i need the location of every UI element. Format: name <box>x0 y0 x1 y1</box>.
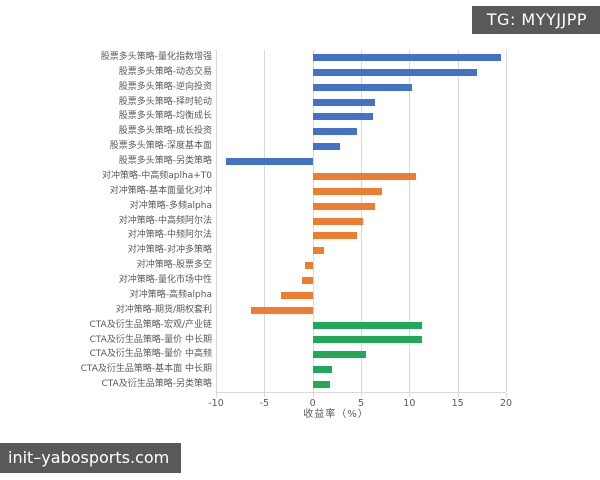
bar <box>312 366 332 374</box>
category-label: CTA及衍生品策略-宏观/产业链 <box>89 319 212 330</box>
bar <box>304 262 313 270</box>
category-label: 对冲策略-基本面量化对冲 <box>109 185 212 196</box>
category-label: 对冲策略-中高频阿尔法 <box>118 215 212 226</box>
x-tick-label-0: 0 <box>309 398 316 409</box>
bar <box>250 306 313 314</box>
x-tick-label-5: 5 <box>357 398 365 409</box>
axis-tick-x-5 <box>361 393 362 397</box>
bar <box>312 217 363 225</box>
bar <box>312 113 373 121</box>
category-label: 股票多头策略-另类策略 <box>118 156 212 167</box>
category-label-column: 股票多头策略-量化指数增强 股票多头策略-动态交易 股票多头策略-逆向投资 股票多头策… <box>0 50 212 392</box>
gridline-x--10 <box>216 50 217 392</box>
returns-bar-chart: 股票多头策略-量化指数增强 股票多头策略-动态交易 股票多头策略-逆向投资 股票多头策… <box>0 50 512 420</box>
bar <box>312 143 340 151</box>
gridline-x--5 <box>264 50 266 392</box>
tg-contact-badge: TG: MYYJJPP <box>471 6 600 34</box>
x-axis-title: 收益率（%） <box>303 409 369 420</box>
bar <box>312 381 331 389</box>
axis-tick-x-20 <box>506 393 507 397</box>
x-tick-label-15: 15 <box>451 398 464 409</box>
bar <box>312 336 422 344</box>
bar <box>312 68 477 76</box>
category-label: CTA及衍生品策略-量价 中高频 <box>89 349 212 360</box>
category-label: CTA及衍生品策略-基本面 中长期 <box>80 364 212 375</box>
category-label: 对冲策略-中高频aplha+T0 <box>102 170 212 181</box>
bar <box>312 53 502 61</box>
category-label: 股票多头策略-量化指数增强 <box>100 52 212 62</box>
x-tick-label--5: -5 <box>259 398 270 409</box>
category-label: 对冲策略-多频alpha <box>129 200 212 211</box>
axis-tick-x-0 <box>312 393 314 397</box>
axis-tick-x-10 <box>409 393 411 397</box>
bar <box>312 232 358 240</box>
bar <box>302 276 313 284</box>
bar <box>312 98 376 106</box>
category-label: 对冲策略-中频阿尔法 <box>127 230 212 241</box>
bar <box>225 158 313 166</box>
bar <box>312 202 375 210</box>
category-label: 股票多头策略-成长投资 <box>118 126 212 137</box>
bar <box>280 291 313 299</box>
category-label: 对冲策略-高频alpha <box>129 289 212 300</box>
category-label: 对冲策略-量化市场中性 <box>118 275 212 286</box>
category-label: CTA及衍生品策略-另类策略 <box>101 379 213 390</box>
bar <box>312 321 422 329</box>
site-watermark: init–yabosports.com <box>0 443 182 473</box>
category-label: 对冲策略-期货/期权套利 <box>115 304 212 315</box>
category-label: 股票多头策略-择时轮动 <box>118 96 212 107</box>
x-tick-label-20: 20 <box>499 398 513 409</box>
axis-tick-x-15 <box>457 393 459 397</box>
bar <box>312 187 383 195</box>
axis-tick-x--10 <box>216 393 217 397</box>
category-label: 股票多头策略-深度基本面 <box>109 141 212 152</box>
category-label: 对冲策略-股票多空 <box>136 260 212 271</box>
gridline-x-20 <box>506 50 507 392</box>
bar <box>312 172 417 180</box>
plot-area: -10 -5 0 5 10 15 20 <box>208 50 512 409</box>
bar <box>312 247 325 255</box>
gridline-x-15 <box>457 50 459 392</box>
bar <box>312 83 413 91</box>
bar <box>312 351 366 359</box>
category-label: 股票多头策略-均衡成长 <box>118 111 212 122</box>
axis-tick-x--5 <box>264 393 266 397</box>
category-label: 股票多头策略-动态交易 <box>118 66 212 77</box>
category-label: 股票多头策略-逆向投资 <box>118 81 212 92</box>
category-label: 对冲策略-对冲多策略 <box>127 245 212 256</box>
category-label: CTA及衍生品策略-量价 中长期 <box>89 334 212 345</box>
bar <box>312 128 358 136</box>
x-tick-label-10: 10 <box>403 398 416 409</box>
gridline-x-10 <box>409 50 411 392</box>
x-tick-label--10: -10 <box>208 398 224 409</box>
